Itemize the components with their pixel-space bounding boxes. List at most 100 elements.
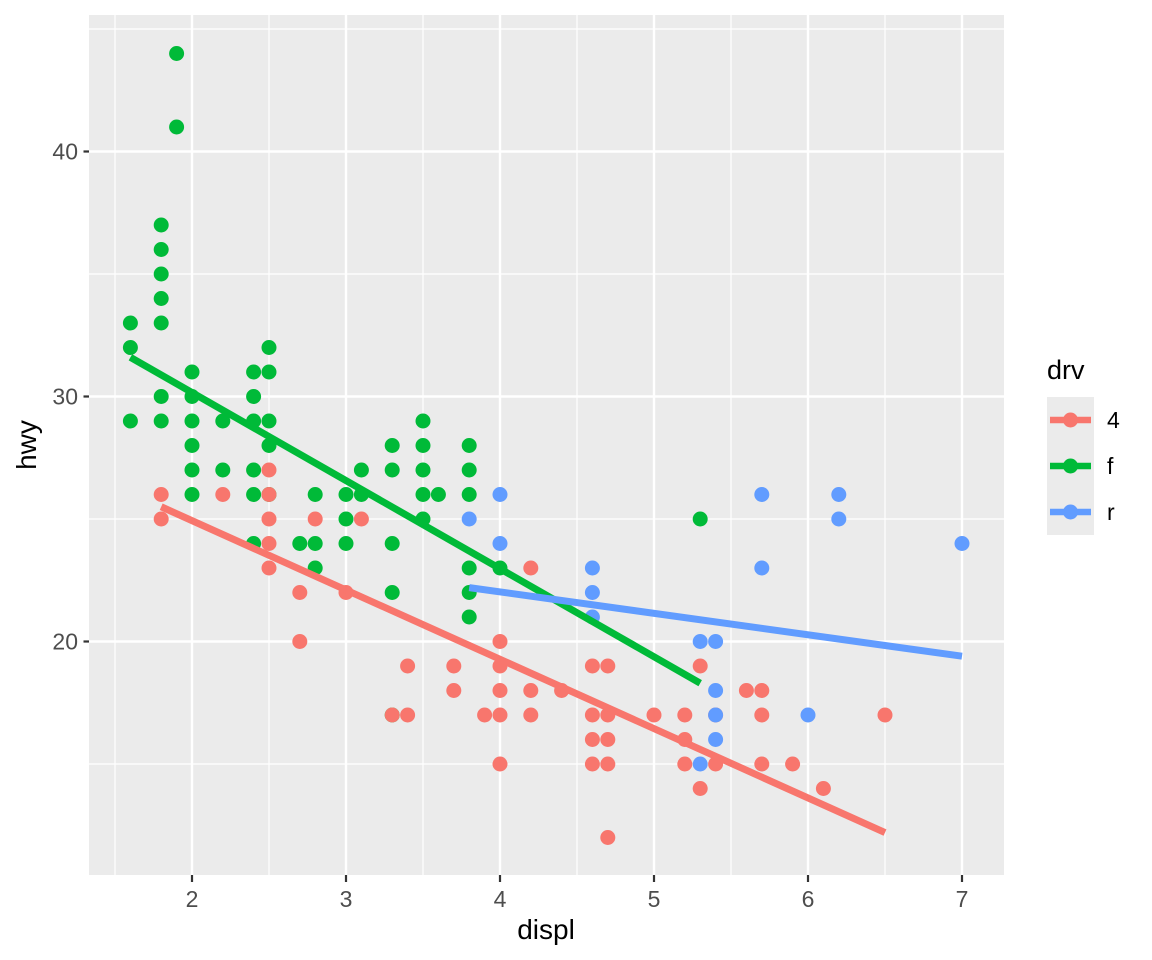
data-point-f	[246, 389, 262, 404]
data-point-4	[400, 707, 416, 723]
data-point-f	[430, 487, 446, 502]
y-tick-label: 20	[52, 629, 78, 655]
legend-key-point-r	[1063, 504, 1078, 520]
data-point-4	[646, 707, 662, 723]
data-point-4	[153, 511, 169, 527]
data-point-f	[153, 389, 169, 404]
data-point-f	[153, 291, 169, 306]
data-point-4	[523, 683, 539, 698]
x-tick-label: 3	[340, 886, 353, 912]
data-point-4	[523, 707, 539, 723]
data-point-f	[461, 487, 477, 502]
data-points-layer	[122, 46, 970, 845]
data-point-f	[122, 315, 138, 331]
data-point-f	[169, 46, 185, 61]
x-tick-label: 7	[956, 886, 969, 912]
data-point-4	[677, 707, 693, 723]
data-point-4	[292, 634, 308, 649]
data-point-f	[461, 560, 477, 576]
data-point-4	[877, 707, 893, 723]
data-point-r	[584, 585, 600, 600]
data-point-4	[692, 658, 708, 674]
data-point-f	[461, 462, 477, 478]
data-point-f	[246, 364, 262, 380]
data-point-f	[461, 609, 477, 625]
data-point-f	[307, 536, 323, 551]
data-point-4	[261, 487, 277, 502]
data-point-f	[153, 315, 169, 331]
data-point-4	[384, 707, 400, 723]
x-tick-label: 4	[494, 886, 507, 912]
data-point-f	[338, 511, 354, 527]
y-tick-label: 40	[52, 139, 78, 165]
data-point-f	[153, 266, 169, 282]
data-point-f	[415, 462, 431, 478]
data-point-f	[184, 487, 200, 502]
data-point-4	[292, 585, 308, 600]
x-tick-label: 2	[186, 886, 199, 912]
data-point-4	[584, 756, 600, 772]
data-point-r	[708, 707, 724, 723]
legend-keys: 4 fr	[1047, 397, 1120, 535]
data-point-r	[708, 683, 724, 698]
data-point-f	[153, 217, 169, 233]
data-point-f	[184, 364, 200, 380]
legend-label-r: r	[1107, 499, 1115, 525]
data-point-4	[261, 511, 277, 527]
data-point-f	[122, 340, 138, 355]
data-point-4	[584, 658, 600, 674]
data-point-f	[184, 438, 200, 453]
data-point-f	[384, 438, 400, 453]
data-point-f	[461, 438, 477, 453]
data-point-f	[692, 511, 708, 527]
data-point-4	[261, 462, 277, 478]
data-point-4	[600, 658, 616, 674]
data-point-4	[492, 707, 508, 723]
x-axis-title: displ	[517, 914, 575, 945]
data-point-4	[754, 707, 770, 723]
data-point-4	[692, 781, 708, 796]
data-point-r	[754, 487, 770, 502]
data-point-4	[492, 634, 508, 649]
legend: drv 4 fr	[1047, 355, 1120, 535]
data-point-4	[815, 781, 831, 796]
data-point-f	[215, 462, 231, 478]
data-point-f	[184, 462, 200, 478]
data-point-f	[338, 487, 354, 502]
data-point-f	[292, 536, 308, 551]
data-point-r	[708, 732, 724, 747]
data-point-r	[754, 560, 770, 576]
trend-line-4	[159, 503, 887, 836]
data-point-r	[461, 511, 477, 527]
data-point-f	[246, 462, 262, 478]
data-point-f	[153, 413, 169, 429]
data-point-f	[169, 119, 185, 135]
data-point-4	[307, 511, 323, 527]
data-point-f	[415, 438, 431, 453]
data-point-4	[400, 658, 416, 674]
data-point-4	[261, 536, 277, 551]
data-point-4	[523, 560, 539, 576]
data-point-f	[384, 462, 400, 478]
data-point-4	[600, 756, 616, 772]
data-point-f	[261, 364, 277, 380]
data-point-f	[246, 487, 262, 502]
legend-label-4: 4	[1107, 407, 1120, 433]
x-axis: 2 3 4 5 6 7	[186, 875, 969, 912]
data-point-r	[492, 536, 508, 551]
data-point-r	[692, 756, 708, 772]
legend-title: drv	[1047, 355, 1085, 385]
plot-panel	[89, 15, 1004, 875]
data-point-4	[446, 658, 462, 674]
data-point-f	[384, 585, 400, 600]
x-tick-label: 6	[802, 886, 815, 912]
data-point-4	[353, 511, 369, 527]
data-point-f	[122, 413, 138, 429]
data-point-4	[477, 707, 493, 723]
trend-lines-layer	[128, 354, 963, 836]
data-point-4	[754, 683, 770, 698]
data-point-r	[492, 487, 508, 502]
legend-key-point-4	[1063, 412, 1078, 428]
